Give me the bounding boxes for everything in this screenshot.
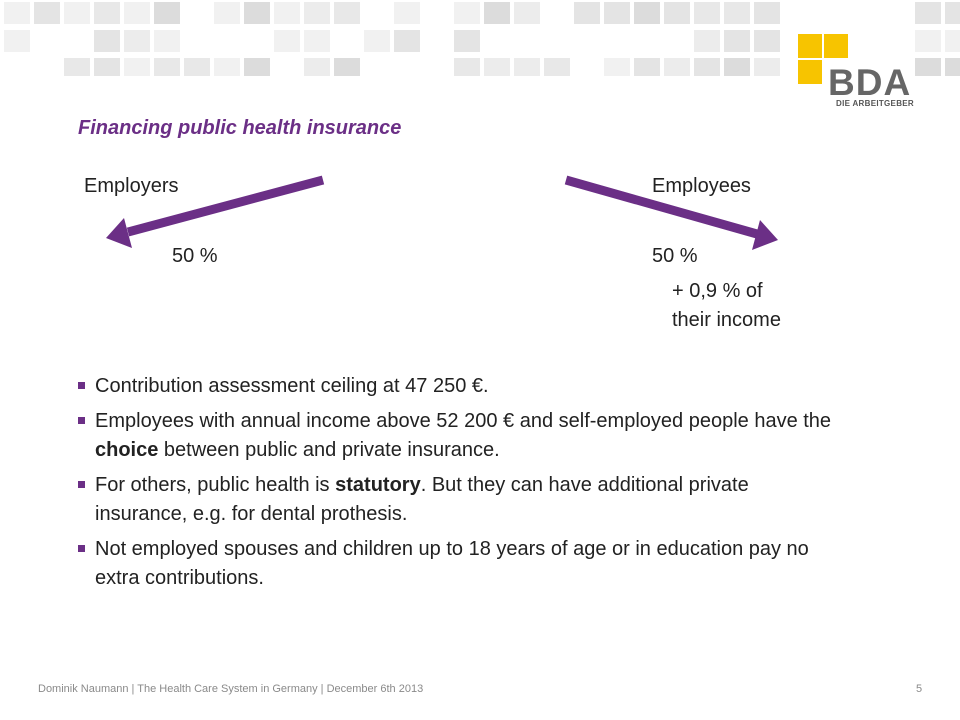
decorative-square — [244, 58, 270, 76]
decorative-square — [544, 58, 570, 76]
decorative-square — [915, 2, 941, 24]
decorative-square — [694, 58, 720, 76]
decorative-squares — [4, 2, 960, 76]
decorative-square — [304, 58, 330, 76]
logo-text: BDA — [828, 62, 912, 103]
decorative-square — [454, 2, 480, 24]
decorative-square — [124, 2, 150, 24]
decorative-square — [634, 58, 660, 76]
decorative-square — [64, 58, 90, 76]
employees-label: Employees — [652, 175, 751, 197]
bullet-text: between public and private insurance. — [158, 439, 500, 461]
bullet-bold-text: statutory — [335, 474, 421, 496]
decorative-square — [664, 2, 690, 24]
decorative-square — [945, 30, 960, 52]
decorative-square — [945, 2, 960, 24]
bullet-text: For others, public health is — [95, 474, 336, 496]
bda-logo-squares — [798, 34, 848, 84]
decorative-square — [394, 30, 420, 52]
decorative-square — [34, 2, 60, 24]
decorative-square — [4, 2, 30, 24]
decorative-square — [244, 2, 270, 24]
decorative-square — [154, 2, 180, 24]
bullet-text: Not employed spouses and children up to … — [95, 538, 809, 589]
bullet-square-icon — [78, 382, 85, 389]
decorative-square — [94, 58, 120, 76]
decorative-square — [604, 58, 630, 76]
logo-subtitle: DIE ARBEITGEBER — [836, 99, 914, 108]
page-number: 5 — [916, 683, 923, 695]
decorative-square — [124, 30, 150, 52]
decorative-square — [304, 30, 330, 52]
decorative-square — [484, 58, 510, 76]
decorative-square — [274, 2, 300, 24]
bullet-bold-text: choice — [95, 439, 159, 461]
decorative-square — [915, 30, 941, 52]
decorative-square — [634, 2, 660, 24]
slide-title: Financing public health insurance — [78, 117, 402, 139]
bullet-square-icon — [78, 417, 85, 424]
bullet-text: Contribution assessment ceiling at 47 25… — [95, 375, 489, 397]
employers-share: 50 % — [172, 245, 218, 267]
bullet-item: For others, public health is statutory. … — [78, 471, 838, 529]
employers-label: Employers — [84, 175, 179, 197]
decorative-square — [754, 30, 780, 52]
decorative-square — [664, 58, 690, 76]
decorative-square — [724, 30, 750, 52]
decorative-square — [4, 30, 30, 52]
decorative-square — [184, 58, 210, 76]
decorative-square — [364, 30, 390, 52]
bullet-text: . But they can have additional private i… — [95, 474, 749, 525]
decorative-square — [724, 2, 750, 24]
bullet-item: Employees with annual income above 52 20… — [78, 407, 838, 465]
decorative-square — [454, 30, 480, 52]
decorative-square — [724, 58, 750, 76]
decorative-square — [154, 30, 180, 52]
employees-share: 50 % — [652, 245, 698, 267]
decorative-square — [694, 30, 720, 52]
decorative-square — [214, 2, 240, 24]
decorative-square — [124, 58, 150, 76]
decorative-square — [754, 2, 780, 24]
bullet-text: Employees with annual income above 52 20… — [95, 410, 832, 432]
bullet-item: Not employed spouses and children up to … — [78, 535, 838, 593]
decorative-square — [334, 2, 360, 24]
decorative-square — [304, 2, 330, 24]
decorative-square — [334, 58, 360, 76]
footer-text: Dominik Naumann | The Health Care System… — [38, 683, 424, 695]
decorative-square — [394, 2, 420, 24]
decorative-square — [694, 2, 720, 24]
employees-extra-line2: their income — [672, 309, 781, 331]
decorative-square — [94, 2, 120, 24]
decorative-square — [945, 58, 960, 76]
employees-extra-line1: + 0,9 % of — [672, 280, 763, 302]
bullet-list: Contribution assessment ceiling at 47 25… — [78, 372, 838, 599]
decorative-square — [214, 58, 240, 76]
decorative-square — [454, 58, 480, 76]
decorative-square — [514, 2, 540, 24]
bullet-square-icon — [78, 481, 85, 488]
decorative-square — [604, 2, 630, 24]
decorative-square — [94, 30, 120, 52]
decorative-square — [154, 58, 180, 76]
decorative-square — [64, 2, 90, 24]
bullet-square-icon — [78, 545, 85, 552]
decorative-square — [274, 30, 300, 52]
decorative-square — [754, 58, 780, 76]
decorative-square — [484, 2, 510, 24]
decorative-square — [915, 58, 941, 76]
bullet-item: Contribution assessment ceiling at 47 25… — [78, 372, 838, 401]
decorative-square — [514, 58, 540, 76]
decorative-square — [574, 2, 600, 24]
